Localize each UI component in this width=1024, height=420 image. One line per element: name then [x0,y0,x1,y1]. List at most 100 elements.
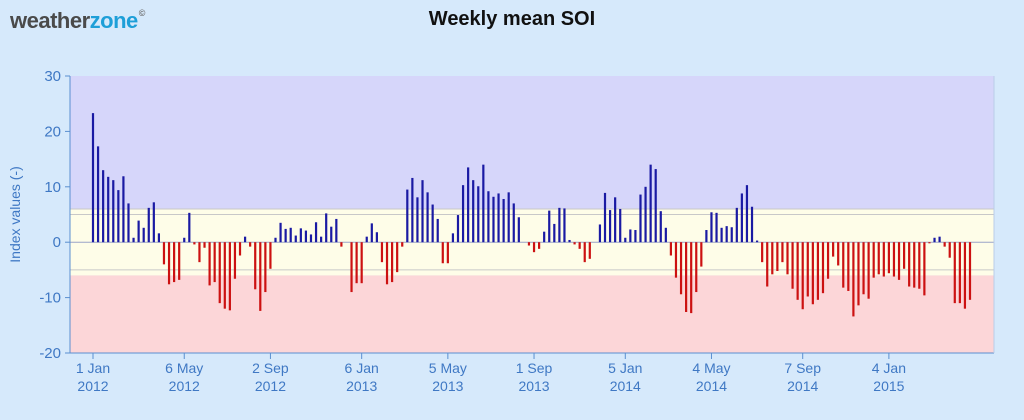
bar-negative [897,242,901,280]
bar-negative [958,242,961,304]
x-tick-label-date: 5 Jan [608,360,642,376]
bar-positive [502,198,505,243]
bar-positive [715,212,718,243]
bar-negative [766,242,769,287]
bar-positive [375,232,378,243]
x-tick-label-date: 4 May [692,360,730,376]
bar-positive [279,222,282,243]
bar-negative [832,242,835,257]
bar-negative [887,242,890,274]
bar-negative [948,242,951,258]
bar-positive [507,192,510,243]
bar-negative [791,242,794,289]
bar-positive [705,230,708,243]
bar-positive [142,227,145,243]
logo-text-zone: zone [89,8,139,33]
bar-negative [254,242,257,290]
bar-positive [451,233,455,243]
bar-positive [745,185,749,243]
bar-positive [411,177,414,243]
bar-negative [761,242,764,263]
bar-negative [167,242,171,285]
bar-positive [112,180,115,243]
bar-positive [284,228,287,243]
bar-positive [629,229,632,243]
bar-negative [801,242,804,310]
bar-negative [928,242,931,244]
bar-negative [679,242,683,295]
bar-positive [568,239,571,243]
bar-negative [193,242,196,245]
bar-negative [700,242,703,267]
bar-negative [847,242,850,291]
bar-negative [674,242,678,278]
bar-positive [183,237,186,243]
x-tick-label-date: 7 Sep [784,360,821,376]
x-tick-label-year: 2013 [518,378,549,394]
bar-positive [274,237,277,243]
bar-positive [461,185,465,243]
bar-negative [203,242,206,248]
bar-negative [968,242,972,300]
bar-negative [223,242,226,309]
bar-positive [127,203,130,243]
bar-negative [538,242,541,249]
bar-negative [781,242,784,263]
bar-positive [492,196,495,243]
bar-negative [396,242,399,273]
x-tick-label-date: 1 Jan [76,360,110,376]
x-tick-label-date: 6 Jan [345,360,379,376]
background-band [70,76,994,209]
bar-negative [360,242,363,284]
bar-negative [842,242,845,288]
bar-negative [837,242,840,266]
bar-negative [862,242,865,295]
y-tick-label: -10 [39,290,61,307]
bar-positive [725,226,728,243]
bar-positive [325,213,328,243]
bar-positive [294,235,297,243]
x-tick-label-date: 4 Jan [872,360,906,376]
x-tick-label-year: 2014 [610,378,641,394]
bar-negative [771,242,774,275]
bar-negative [173,242,176,283]
bar-negative [350,242,353,293]
bar-negative [213,242,216,283]
bar-positive [467,167,470,243]
bar-negative [902,242,906,269]
x-tick-label-year: 2013 [346,378,377,394]
bar-positive [487,191,490,243]
bar-positive [299,228,302,243]
bar-negative [892,242,896,277]
bar-negative [259,242,262,311]
bar-positive [421,180,424,243]
background-band [70,275,994,353]
bar-negative [390,242,394,283]
bar-negative [867,242,870,299]
bar-negative [796,242,799,300]
bar-negative [532,242,536,253]
bar-negative [208,242,211,286]
bar-negative [162,242,166,265]
bar-negative [238,242,242,256]
bar-positive [152,202,155,243]
bar-positive [938,236,941,243]
bar-negative [908,242,911,287]
x-tick-label-year: 2014 [696,378,727,394]
bar-negative [826,242,830,279]
bar-negative [852,242,855,317]
bar-negative [385,242,389,285]
bar-positive [644,186,647,243]
bar-positive [406,189,409,243]
x-tick-label-date: 6 May [165,360,203,376]
bar-positive [730,227,733,243]
bar-positive [472,180,475,243]
bar-positive [664,227,667,243]
bar-positive [603,192,607,243]
bar-negative [872,242,875,278]
y-tick-label: 30 [44,68,61,85]
bar-negative [882,242,885,277]
bar-negative [877,242,880,275]
bar-positive [157,233,161,243]
